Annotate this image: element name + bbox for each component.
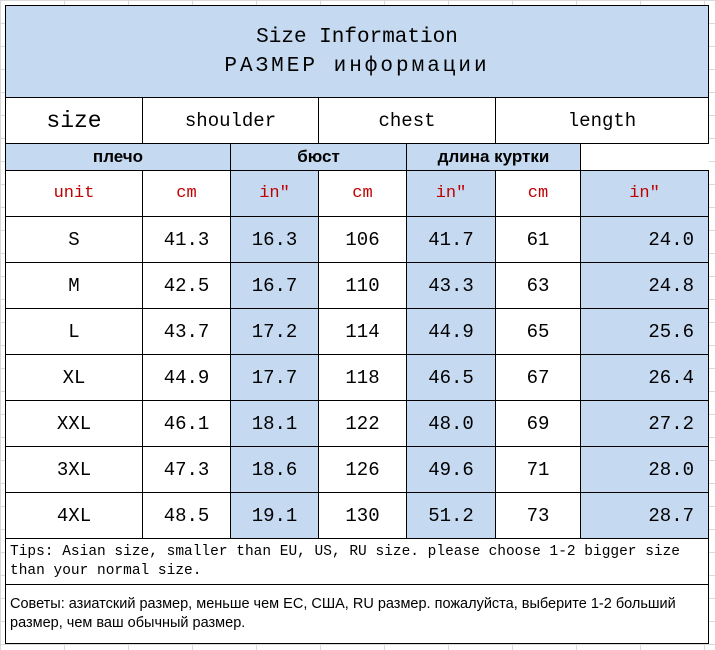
measure-name-ru: бюст — [230, 143, 407, 171]
unit: in″ — [406, 170, 496, 217]
measure-name: length — [495, 97, 709, 144]
unit: cm — [318, 170, 407, 217]
measurement: 67 — [495, 354, 581, 401]
measurement: 46.5 — [406, 354, 496, 401]
measurement: 65 — [495, 308, 581, 355]
measurement: 46.1 — [142, 400, 231, 447]
measurement: 114 — [318, 308, 407, 355]
tip: Tips: Asian size, smaller than EU, US, R… — [5, 538, 709, 585]
measurement: 106 — [318, 216, 407, 263]
measurement: 122 — [318, 400, 407, 447]
measurement: 61 — [495, 216, 581, 263]
measurement: 130 — [318, 492, 407, 539]
measurement: 48.5 — [142, 492, 231, 539]
tip: Советы: азиатский размер, меньше чем ЕС,… — [5, 584, 709, 644]
measurement: 69 — [495, 400, 581, 447]
measurement: 118 — [318, 354, 407, 401]
measurement: 17.7 — [230, 354, 319, 401]
measurement: 47.3 — [142, 446, 231, 493]
measurement: 28.7 — [580, 492, 709, 539]
measurement: 26.4 — [580, 354, 709, 401]
measurement: 73 — [495, 492, 581, 539]
measurement: 48.0 — [406, 400, 496, 447]
measure-name: shoulder — [142, 97, 319, 144]
measurement: 24.8 — [580, 262, 709, 309]
measurement: 16.3 — [230, 216, 319, 263]
measurement: 18.6 — [230, 446, 319, 493]
size: M — [5, 262, 143, 309]
measurement: 110 — [318, 262, 407, 309]
measurement: 19.1 — [230, 492, 319, 539]
size: S — [5, 216, 143, 263]
size-table: Size Information РАЗМЕР информации size s… — [5, 5, 709, 644]
measurement: 43.7 — [142, 308, 231, 355]
measurement: 43.3 — [406, 262, 496, 309]
measure-name-ru: длина куртки — [406, 143, 581, 171]
size: XXL — [5, 400, 143, 447]
measurement: 27.2 — [580, 400, 709, 447]
measurement: 44.9 — [406, 308, 496, 355]
measurement: 24.0 — [580, 216, 709, 263]
measure-name-ru: плечо — [5, 143, 231, 171]
size: L — [5, 308, 143, 355]
measure-name: chest — [318, 97, 496, 144]
measurement: 71 — [495, 446, 581, 493]
measurement: 44.9 — [142, 354, 231, 401]
measurement: 41.3 — [142, 216, 231, 263]
size: 3XL — [5, 446, 143, 493]
measurement: 126 — [318, 446, 407, 493]
unit: cm — [142, 170, 231, 217]
measurement: 25.6 — [580, 308, 709, 355]
unit: in″ — [230, 170, 319, 217]
size-label: size — [5, 97, 143, 144]
measurement: 17.2 — [230, 308, 319, 355]
subtitle: РАЗМЕР информации — [224, 54, 490, 78]
measurement: 18.1 — [230, 400, 319, 447]
measurement: 28.0 — [580, 446, 709, 493]
unit: cm — [495, 170, 581, 217]
measurement: 51.2 — [406, 492, 496, 539]
measurement: 41.7 — [406, 216, 496, 263]
title-cell: Size Information РАЗМЕР информации — [5, 5, 709, 98]
size: XL — [5, 354, 143, 401]
measurement: 63 — [495, 262, 581, 309]
measurement: 16.7 — [230, 262, 319, 309]
unit: in″ — [580, 170, 709, 217]
measurement: 49.6 — [406, 446, 496, 493]
measurement: 42.5 — [142, 262, 231, 309]
title: Size Information — [256, 25, 458, 49]
size: 4XL — [5, 492, 143, 539]
unit-label: unit — [5, 170, 143, 217]
